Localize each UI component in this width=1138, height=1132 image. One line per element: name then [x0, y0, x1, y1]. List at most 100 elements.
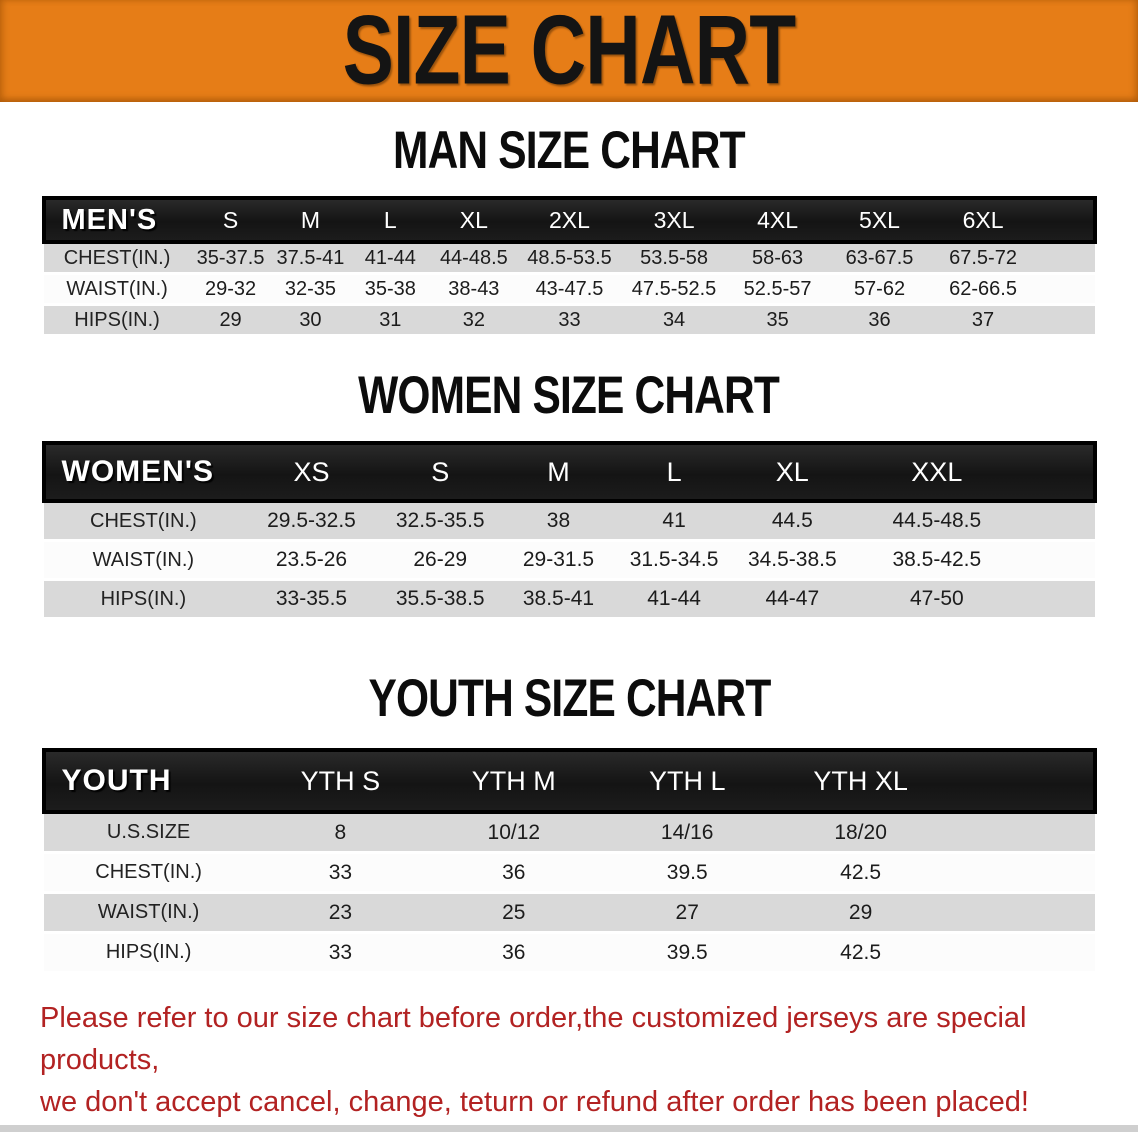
bottom-edge-strip [0, 1125, 1138, 1132]
youth-chest-in-yth-s: 33 [253, 851, 428, 893]
women-row-waist-in: WAIST(IN.) 23.5-26 26-29 29-31.5 31.5-34.5 34… [43, 539, 1095, 580]
youth-chest-in-spacer [947, 851, 1095, 893]
men-waist-in-s: 29-32 [190, 272, 271, 305]
men-chest-in-5xl: 63-67.5 [828, 240, 931, 274]
women-row-hips-in: HIPS(IN.) 33-35.5 35.5-38.5 38.5-41 41-44 44-… [43, 578, 1095, 617]
women-row-label-chest-in: CHEST(IN.) [43, 499, 244, 541]
youth-chest-in-yth-xl: 42.5 [773, 851, 948, 893]
men-col-3xl: 3XL [621, 196, 727, 244]
men-row-label-waist-in: WAIST(IN.) [43, 272, 191, 305]
men-col-m: M [270, 196, 351, 244]
men-chest-in-xl: 44-48.5 [430, 240, 518, 274]
footer-note-line2: we don't accept cancel, change, teturn o… [40, 1086, 1029, 1118]
youth-row-chest-in: CHEST(IN.) 33 36 39.5 42.5 [43, 851, 1095, 893]
youth-chest-in-yth-m: 36 [427, 851, 601, 893]
youth-waist-in-yth-xl: 29 [773, 891, 948, 933]
size-chart-banner: SIZE CHART [0, 0, 1138, 102]
men-size-chart-section: MAN SIZE CHART MEN'S S M L XL 2XL 3XL 4XL 5XL 6XL… [0, 120, 1138, 334]
footer-note: Please refer to our size chart before or… [40, 997, 1118, 1123]
women-col-spacer [1020, 441, 1097, 503]
women-row-chest-in: CHEST(IN.) 29.5-32.5 32.5-35.5 38 41 44.5 44.5… [43, 499, 1095, 541]
men-chest-in-l: 41-44 [350, 240, 431, 274]
youth-hips-in-yth-xl: 42.5 [773, 931, 948, 971]
men-header-label: MEN'S [41, 196, 191, 244]
men-hips-in-2xl: 33 [517, 303, 622, 334]
women-hips-in-xl: 44-47 [731, 578, 853, 617]
women-chest-in-m: 38 [500, 499, 617, 541]
women-waist-in-spacer [1020, 539, 1095, 580]
men-waist-in-5xl: 57-62 [828, 272, 931, 305]
women-hips-in-spacer [1020, 578, 1095, 617]
youth-size-table: YOUTH YTH S YTH M YTH L YTH XL U.S.SIZE 8 10/1… [41, 748, 1097, 971]
youth-col-spacer [947, 748, 1097, 814]
men-size-table: MEN'S S M L XL 2XL 3XL 4XL 5XL 6XL CHEST(IN.) 35-3… [41, 196, 1097, 334]
men-section-title: MAN SIZE CHART [0, 120, 1138, 180]
women-col-l: L [616, 441, 732, 503]
youth-section-title-text: YOUTH SIZE CHART [368, 668, 771, 728]
youth-header-label: YOUTH [41, 748, 254, 814]
women-col-xs: XS [243, 441, 380, 503]
men-row-chest-in: CHEST(IN.) 35-37.5 37.5-41 41-44 44-48.5 48.5… [43, 240, 1095, 274]
women-waist-in-s: 26-29 [379, 539, 501, 580]
men-hips-in-m: 30 [270, 303, 351, 334]
women-chest-in-xxl: 44.5-48.5 [852, 499, 1021, 541]
men-hips-in-s: 29 [190, 303, 271, 334]
youth-waist-in-spacer [947, 891, 1095, 933]
women-col-xxl: XXL [852, 441, 1021, 503]
youth-size-chart-section: YOUTH SIZE CHART YOUTH YTH S YTH M YTH L YTH… [0, 668, 1138, 971]
youth-u-s-size-yth-m: 10/12 [427, 810, 601, 853]
youth-row-u-s-size: U.S.SIZE 8 10/12 14/16 18/20 [43, 810, 1095, 853]
women-col-xl: XL [731, 441, 853, 503]
youth-col-yth-m: YTH M [427, 748, 601, 814]
men-col-xl: XL [430, 196, 518, 244]
men-chest-in-3xl: 53.5-58 [621, 240, 727, 274]
men-col-4xl: 4XL [726, 196, 829, 244]
youth-hips-in-yth-l: 39.5 [600, 931, 774, 971]
youth-col-yth-s: YTH S [253, 748, 428, 814]
women-waist-in-xs: 23.5-26 [243, 539, 380, 580]
men-chest-in-6xl: 67.5-72 [930, 240, 1036, 274]
women-row-label-waist-in: WAIST(IN.) [43, 539, 244, 580]
youth-waist-in-yth-l: 27 [600, 891, 774, 933]
footer-note-line1: Please refer to our size chart before or… [40, 1002, 1027, 1076]
women-section-title: WOMEN SIZE CHART [0, 369, 1138, 422]
women-col-s: S [379, 441, 501, 503]
men-waist-in-spacer [1035, 272, 1095, 305]
men-waist-in-m: 32-35 [270, 272, 351, 305]
women-col-m: M [500, 441, 617, 503]
men-hips-in-spacer [1035, 303, 1095, 334]
youth-col-yth-xl: YTH XL [773, 748, 948, 814]
men-chest-in-m: 37.5-41 [270, 240, 351, 274]
men-section-title-text: MAN SIZE CHART [393, 120, 746, 180]
men-row-hips-in: HIPS(IN.) 29 30 31 32 33 34 35 36 37 [43, 303, 1095, 334]
women-hips-in-l: 41-44 [616, 578, 732, 617]
women-size-table: WOMEN'S XS S M L XL XXL CHEST(IN.) 29.5-32.5 32.… [41, 441, 1097, 617]
youth-chest-in-yth-l: 39.5 [600, 851, 774, 893]
men-chest-in-2xl: 48.5-53.5 [517, 240, 622, 274]
men-waist-in-4xl: 52.5-57 [726, 272, 829, 305]
youth-row-hips-in: HIPS(IN.) 33 36 39.5 42.5 [43, 931, 1095, 971]
men-col-s: S [190, 196, 271, 244]
women-chest-in-xs: 29.5-32.5 [243, 499, 380, 541]
men-col-l: L [350, 196, 431, 244]
men-waist-in-6xl: 62-66.5 [930, 272, 1036, 305]
youth-row-label-waist-in: WAIST(IN.) [43, 891, 254, 933]
men-row-waist-in: WAIST(IN.) 29-32 32-35 35-38 38-43 43-47.5 47.… [43, 272, 1095, 305]
men-hips-in-5xl: 36 [828, 303, 931, 334]
women-hips-in-s: 35.5-38.5 [379, 578, 501, 617]
women-row-label-hips-in: HIPS(IN.) [43, 578, 244, 617]
women-table-header-row: WOMEN'S XS S M L XL XXL [41, 441, 1097, 503]
men-waist-in-xl: 38-43 [430, 272, 518, 305]
women-chest-in-s: 32.5-35.5 [379, 499, 501, 541]
women-size-chart-section: WOMEN SIZE CHART WOMEN'S XS S M L XL XXL CHEST… [0, 369, 1138, 617]
banner-title: SIZE CHART [342, 0, 797, 106]
youth-u-s-size-spacer [947, 810, 1095, 853]
men-waist-in-3xl: 47.5-52.5 [621, 272, 727, 305]
youth-section-title: YOUTH SIZE CHART [0, 668, 1138, 728]
men-waist-in-2xl: 43-47.5 [517, 272, 622, 305]
women-waist-in-m: 29-31.5 [500, 539, 617, 580]
men-hips-in-4xl: 35 [726, 303, 829, 334]
women-hips-in-m: 38.5-41 [500, 578, 617, 617]
youth-row-label-u-s-size: U.S.SIZE [43, 810, 254, 853]
men-col-6xl: 6XL [930, 196, 1036, 244]
